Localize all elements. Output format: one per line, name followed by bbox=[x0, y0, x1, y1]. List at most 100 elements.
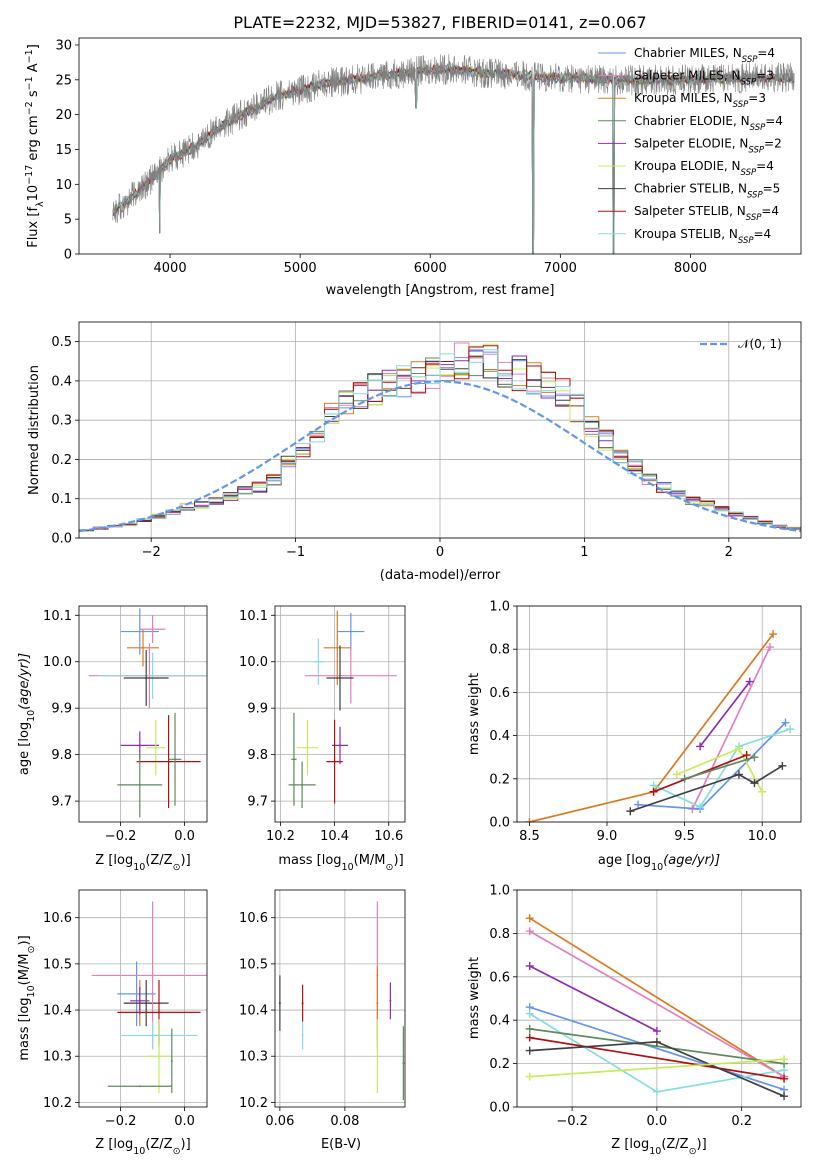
series-line bbox=[684, 756, 755, 780]
data-point bbox=[376, 1002, 379, 1005]
series-marker bbox=[780, 1055, 789, 1064]
y-tick-label: 10.2 bbox=[239, 1096, 268, 1111]
series-marker bbox=[680, 774, 689, 783]
y-tick-label: 0.0 bbox=[51, 532, 72, 547]
age_z-points bbox=[88, 608, 207, 818]
series-marker bbox=[765, 643, 774, 652]
x-tick-label: 0.0 bbox=[174, 1114, 195, 1129]
y-tick-label: 15 bbox=[55, 143, 72, 158]
data-point bbox=[138, 630, 141, 633]
x-tick-label: 1 bbox=[580, 545, 588, 560]
mw-age-ylabel: mass weight bbox=[467, 673, 482, 755]
mass-z-ylabel: mass [log10(M/M⊙)] bbox=[17, 935, 37, 1060]
data-point bbox=[292, 758, 295, 761]
y-tick-label: 0.6 bbox=[489, 686, 510, 701]
normal-legend-label: 𝒩(0, 1) bbox=[738, 337, 782, 351]
data-point bbox=[278, 1002, 281, 1005]
age_mass-points bbox=[288, 610, 397, 809]
y-tick-label: 10.0 bbox=[43, 655, 72, 670]
y-tick-label: 30 bbox=[55, 38, 72, 53]
series-marker bbox=[525, 1046, 534, 1055]
age-z-xlabel: Z [log10(Z/Z⊙)] bbox=[95, 853, 190, 873]
series-line bbox=[529, 633, 774, 822]
data-point bbox=[138, 1085, 141, 1088]
series-marker bbox=[742, 751, 751, 760]
x-tick-label: 5000 bbox=[284, 261, 317, 276]
mass_z-axes: −0.2 0.0 10.2 10.3 10.4 10.5 10.6 bbox=[43, 890, 207, 1129]
data-point bbox=[349, 630, 352, 633]
series-line bbox=[691, 646, 771, 810]
legend-entry: Kroupa MILES, NSSP=3 bbox=[634, 91, 766, 110]
x-tick-label: 8000 bbox=[674, 261, 707, 276]
y-tick-label: 9.7 bbox=[247, 795, 268, 810]
x-tick-label: 0.2 bbox=[731, 1114, 752, 1129]
data-point bbox=[151, 674, 154, 677]
y-tick-label: 0.2 bbox=[489, 772, 510, 787]
mw_z-frame bbox=[516, 889, 802, 1108]
series-marker bbox=[525, 1009, 534, 1018]
age-z-ylabel: age [log10(age/yr)] bbox=[17, 653, 37, 775]
series-marker bbox=[649, 787, 658, 796]
y-tick-label: 10.1 bbox=[239, 609, 268, 624]
mass_z-points bbox=[91, 901, 207, 1094]
data-point bbox=[174, 758, 176, 761]
legend-entry: Salpeter MILES, NSSP=3 bbox=[634, 69, 774, 88]
series-marker bbox=[780, 1092, 789, 1101]
residuals-xlabel: (data-model)/error bbox=[380, 568, 501, 583]
mass-ebv-xlabel: E(B-V) bbox=[321, 1137, 361, 1152]
y-tick-label: 25 bbox=[55, 73, 72, 88]
series-marker bbox=[734, 770, 743, 779]
data-point bbox=[301, 1002, 304, 1005]
x-tick-label: −0.2 bbox=[105, 1114, 137, 1129]
legend-entry: Chabrier ELODIE, NSSP=4 bbox=[634, 114, 783, 133]
legend-entry: Chabrier MILES, NSSP=4 bbox=[634, 46, 775, 65]
y-tick-label: 0.2 bbox=[489, 1057, 510, 1072]
y-tick-label: 10.5 bbox=[43, 957, 72, 972]
normal-curve bbox=[79, 380, 801, 533]
y-tick-label: 0 bbox=[64, 248, 72, 263]
y-tick-label: 1.0 bbox=[489, 600, 510, 615]
legend-entry: Kroupa ELODIE, NSSP=4 bbox=[634, 159, 774, 178]
y-tick-label: 10.6 bbox=[43, 911, 72, 926]
series-marker bbox=[786, 725, 795, 734]
data-point bbox=[301, 1034, 304, 1037]
y-tick-label: 0.6 bbox=[489, 970, 510, 985]
x-tick-label: 10.6 bbox=[374, 829, 403, 844]
mw_z-series bbox=[525, 914, 789, 1101]
data-point bbox=[151, 628, 154, 631]
mw_age-axes: 8.5 9.0 9.5 10.0 0.0 0.2 0.4 0.6 0.8 1.0 bbox=[489, 600, 801, 844]
series-marker bbox=[634, 800, 643, 809]
y-tick-label: 0.1 bbox=[51, 492, 72, 507]
residuals-frame bbox=[78, 321, 802, 539]
y-tick-label: 9.9 bbox=[51, 702, 72, 717]
spectrum-frame bbox=[78, 37, 802, 255]
series-marker bbox=[652, 1027, 661, 1036]
x-tick-label: −0.2 bbox=[105, 829, 137, 844]
data-point bbox=[158, 1055, 160, 1058]
series-marker bbox=[780, 1074, 789, 1083]
y-tick-label: 10.1 bbox=[43, 609, 72, 624]
age_mass-axes: 10.2 10.4 10.6 9.7 9.8 9.9 10.0 10.1 bbox=[239, 606, 405, 844]
y-tick-label: 10 bbox=[55, 178, 72, 193]
x-tick-label: −1 bbox=[286, 545, 305, 560]
series-marker bbox=[525, 914, 534, 923]
x-tick-label: 4000 bbox=[154, 261, 187, 276]
x-tick-label: 10.4 bbox=[320, 829, 349, 844]
x-tick-label: −0.2 bbox=[556, 1114, 588, 1129]
x-tick-label: 9.0 bbox=[597, 829, 618, 844]
histogram-step bbox=[79, 349, 801, 538]
x-tick-label: −2 bbox=[142, 545, 161, 560]
spectrum-lines bbox=[112, 54, 795, 254]
series-marker bbox=[758, 787, 767, 796]
x-tick-label: 9.5 bbox=[674, 829, 695, 844]
series-line bbox=[529, 917, 785, 1078]
data-point bbox=[339, 677, 341, 679]
series-marker bbox=[626, 807, 635, 816]
data-point bbox=[306, 746, 309, 749]
series-marker bbox=[750, 753, 759, 762]
x-tick-label: 6000 bbox=[414, 261, 447, 276]
series-marker bbox=[525, 927, 534, 936]
x-tick-label: 10.0 bbox=[748, 829, 777, 844]
y-tick-label: 10.4 bbox=[43, 1004, 72, 1019]
